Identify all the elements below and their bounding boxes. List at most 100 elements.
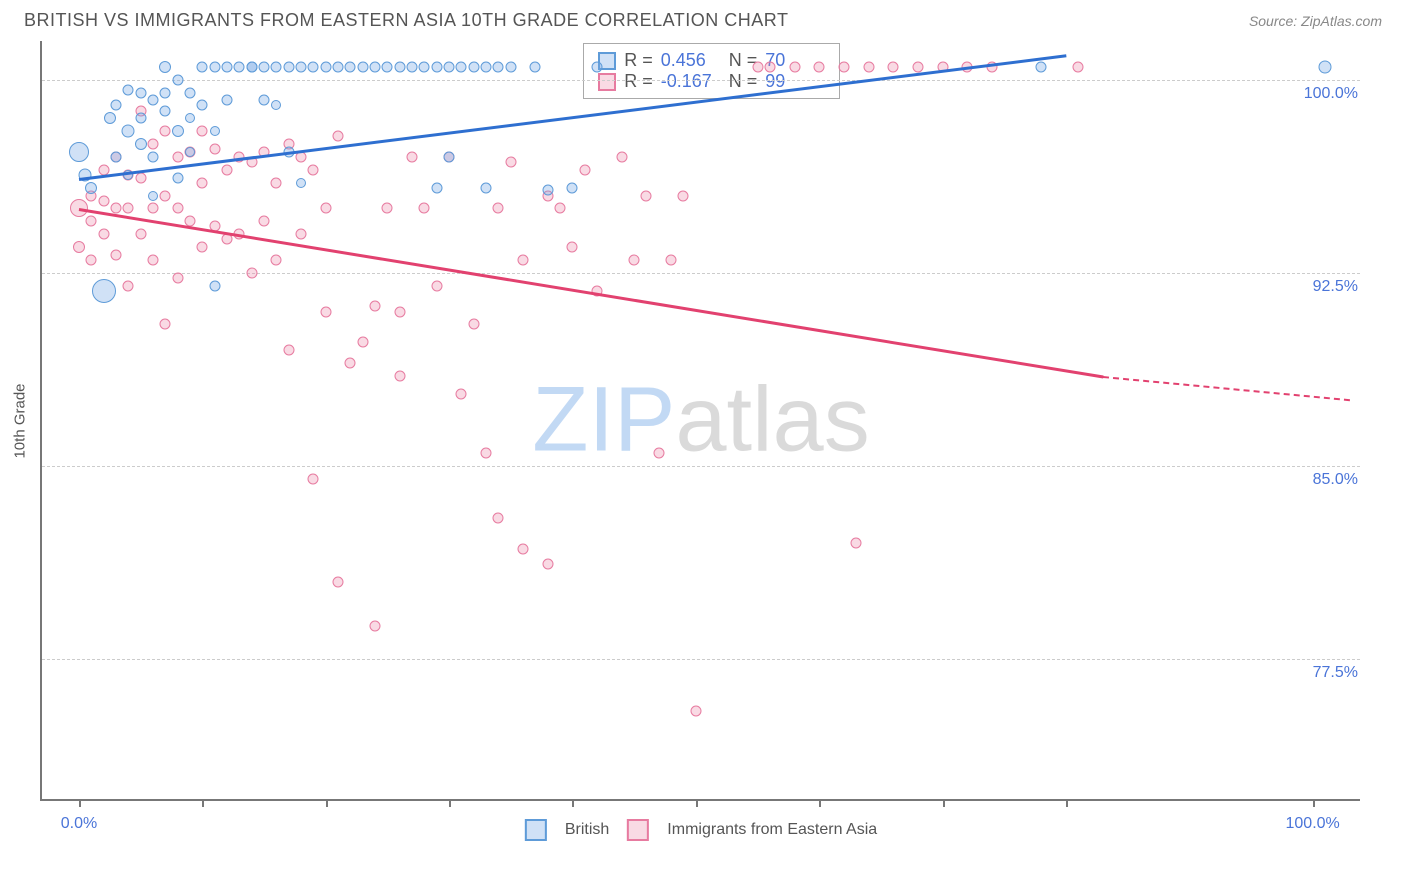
point-immigrants <box>271 254 282 265</box>
x-tick <box>79 799 81 807</box>
point-immigrants <box>752 61 763 72</box>
point-british <box>185 113 195 123</box>
point-immigrants <box>345 358 356 369</box>
r-value-immigrants: -0.167 <box>661 71 721 92</box>
point-immigrants <box>172 203 183 214</box>
point-british <box>382 61 393 72</box>
point-british <box>172 172 183 183</box>
point-british <box>222 95 233 106</box>
x-tick <box>572 799 574 807</box>
point-british <box>159 61 171 73</box>
point-british <box>444 61 455 72</box>
point-british <box>111 100 122 111</box>
point-immigrants <box>394 306 405 317</box>
x-tick-label: 100.0% <box>1286 815 1340 833</box>
point-immigrants <box>666 254 677 265</box>
point-immigrants <box>641 190 652 201</box>
point-british <box>456 61 467 72</box>
point-british <box>493 61 504 72</box>
point-british <box>185 87 196 98</box>
r-label: R = <box>624 71 653 92</box>
point-british <box>123 84 134 95</box>
point-immigrants <box>160 126 171 137</box>
point-british <box>246 61 257 72</box>
point-immigrants <box>160 319 171 330</box>
point-british <box>308 61 319 72</box>
point-british <box>592 61 603 72</box>
point-immigrants <box>320 306 331 317</box>
point-immigrants <box>148 203 159 214</box>
point-british <box>135 113 146 124</box>
point-immigrants <box>123 280 134 291</box>
watermark-atlas: atlas <box>675 369 869 471</box>
point-immigrants <box>863 61 874 72</box>
point-british <box>530 61 541 72</box>
point-british <box>148 151 159 162</box>
point-british <box>135 138 147 150</box>
point-british <box>296 61 307 72</box>
point-immigrants <box>111 249 122 260</box>
point-british <box>234 61 245 72</box>
point-immigrants <box>135 229 146 240</box>
point-immigrants <box>382 203 393 214</box>
trend-immigrants <box>79 208 1103 378</box>
point-british <box>431 61 442 72</box>
point-british <box>148 191 158 201</box>
point-british <box>345 61 356 72</box>
point-british <box>481 182 492 193</box>
point-immigrants <box>357 337 368 348</box>
point-immigrants <box>259 216 270 227</box>
point-british <box>468 61 479 72</box>
point-immigrants <box>468 319 479 330</box>
point-british <box>271 100 281 110</box>
x-tick-label: 0.0% <box>61 815 97 833</box>
r-value-british: 0.456 <box>661 50 721 71</box>
point-british <box>296 178 306 188</box>
point-immigrants <box>394 370 405 381</box>
point-immigrants <box>148 139 159 150</box>
point-immigrants <box>579 164 590 175</box>
legend-swatch-british <box>525 819 547 841</box>
point-immigrants <box>456 388 467 399</box>
point-immigrants <box>246 267 257 278</box>
point-immigrants <box>197 126 208 137</box>
point-british <box>481 61 492 72</box>
point-immigrants <box>653 448 664 459</box>
point-immigrants <box>616 151 627 162</box>
point-immigrants <box>678 190 689 201</box>
point-immigrants <box>148 254 159 265</box>
y-tick-label: 77.5% <box>1309 664 1362 682</box>
point-immigrants <box>172 273 183 284</box>
point-british <box>444 151 455 162</box>
point-immigrants <box>493 203 504 214</box>
point-immigrants <box>851 538 862 549</box>
x-tick <box>449 799 451 807</box>
legend-swatch-immigrants <box>627 819 649 841</box>
point-british <box>271 61 282 72</box>
point-immigrants <box>764 61 775 72</box>
point-immigrants <box>111 203 122 214</box>
point-british <box>135 87 146 98</box>
point-british <box>160 105 171 116</box>
point-british <box>259 95 270 106</box>
bottom-legend: British Immigrants from Eastern Asia <box>525 819 877 841</box>
chart-source: Source: ZipAtlas.com <box>1249 13 1382 29</box>
chart-title: BRITISH VS IMMIGRANTS FROM EASTERN ASIA … <box>24 10 788 31</box>
point-immigrants <box>135 172 146 183</box>
y-tick-label: 100.0% <box>1300 85 1362 103</box>
point-immigrants <box>320 203 331 214</box>
point-immigrants <box>308 164 319 175</box>
point-immigrants <box>629 254 640 265</box>
point-immigrants <box>814 61 825 72</box>
point-british <box>431 182 442 193</box>
point-british <box>209 280 220 291</box>
point-immigrants <box>86 216 97 227</box>
point-british <box>407 61 418 72</box>
point-british <box>148 95 159 106</box>
point-immigrants <box>308 473 319 484</box>
point-british <box>419 61 430 72</box>
point-immigrants <box>333 131 344 142</box>
point-british <box>259 61 270 72</box>
y-tick-label: 85.0% <box>1309 471 1362 489</box>
point-immigrants <box>370 620 381 631</box>
